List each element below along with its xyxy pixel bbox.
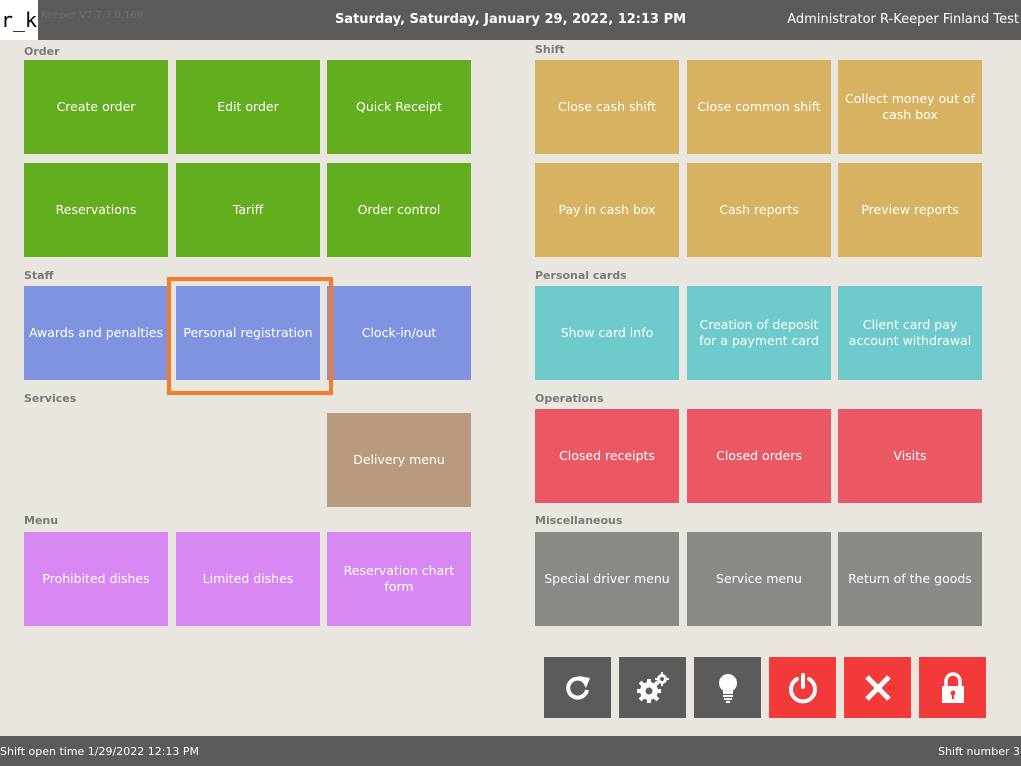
close-icon <box>864 674 891 701</box>
delivery-menu-button[interactable]: Delivery menu <box>327 413 471 507</box>
gears-icon <box>636 671 669 703</box>
section-label-staff: Staff <box>24 269 54 282</box>
shift-number: Shift number 3 <box>938 745 1020 758</box>
closed-orders-button[interactable]: Closed orders <box>687 409 831 503</box>
preview-reports-button[interactable]: Preview reports <box>838 163 982 257</box>
show-card-info-button[interactable]: Show card info <box>535 286 679 380</box>
power-button[interactable] <box>769 657 836 718</box>
power-icon <box>788 672 817 703</box>
awards-penalties-button[interactable]: Awards and penalties <box>24 286 168 380</box>
hint-button[interactable] <box>694 657 761 718</box>
reservations-button[interactable]: Reservations <box>24 163 168 257</box>
close-common-shift-button[interactable]: Close common shift <box>687 60 831 154</box>
prohibited-dishes-button[interactable]: Prohibited dishes <box>24 532 168 626</box>
return-goods-button[interactable]: Return of the goods <box>838 532 982 626</box>
settings-button[interactable] <box>619 657 686 718</box>
refresh-icon <box>565 675 590 700</box>
shift-open-time: Shift open time 1/29/2022 12:13 PM <box>0 745 200 758</box>
close-cash-shift-button[interactable]: Close cash shift <box>535 60 679 154</box>
creation-deposit-button[interactable]: Creation of deposit for a payment card <box>687 286 831 380</box>
top-bar: r_k Keeper V7 7.7.0.169 Saturday, Saturd… <box>0 0 1021 40</box>
visits-button[interactable]: Visits <box>838 409 982 503</box>
section-label-shift: Shift <box>535 43 565 56</box>
special-driver-menu-button[interactable]: Special driver menu <box>535 532 679 626</box>
order-control-button[interactable]: Order control <box>327 163 471 257</box>
close-button[interactable] <box>844 657 911 718</box>
clock-in-out-button[interactable]: Clock-in/out <box>327 286 471 380</box>
reservation-chart-form-button[interactable]: Reservation chart form <box>327 532 471 626</box>
refresh-button[interactable] <box>544 657 611 718</box>
app-version: Keeper V7 7.7.0.169 <box>41 10 144 21</box>
app-logo: r_k <box>0 0 38 40</box>
lock-icon <box>941 671 964 703</box>
tariff-button[interactable]: Tariff <box>176 163 320 257</box>
client-card-withdrawal-button[interactable]: Client card pay account withdrawal <box>838 286 982 380</box>
pay-in-cash-box-button[interactable]: Pay in cash box <box>535 163 679 257</box>
section-label-miscellaneous: Miscellaneous <box>535 514 623 527</box>
service-menu-button[interactable]: Service menu <box>687 532 831 626</box>
status-bar: Shift open time 1/29/2022 12:13 PM Shift… <box>0 736 1021 766</box>
section-label-personal-cards: Personal cards <box>535 269 627 282</box>
edit-order-button[interactable]: Edit order <box>176 60 320 154</box>
section-label-menu: Menu <box>24 514 59 527</box>
collect-money-button[interactable]: Collect money out of cash box <box>838 60 982 154</box>
create-order-button[interactable]: Create order <box>24 60 168 154</box>
section-label-services: Services <box>24 392 77 405</box>
closed-receipts-button[interactable]: Closed receipts <box>535 409 679 503</box>
section-label-operations: Operations <box>535 392 604 405</box>
quick-receipt-button[interactable]: Quick Receipt <box>327 60 471 154</box>
personal-registration-button[interactable]: Personal registration <box>176 286 320 380</box>
limited-dishes-button[interactable]: Limited dishes <box>176 532 320 626</box>
cash-reports-button[interactable]: Cash reports <box>687 163 831 257</box>
lock-button[interactable] <box>919 657 986 718</box>
current-user: Administrator R-Keeper Finland Test <box>787 12 1019 27</box>
section-label-order: Order <box>24 45 60 58</box>
lightbulb-icon <box>718 673 737 703</box>
